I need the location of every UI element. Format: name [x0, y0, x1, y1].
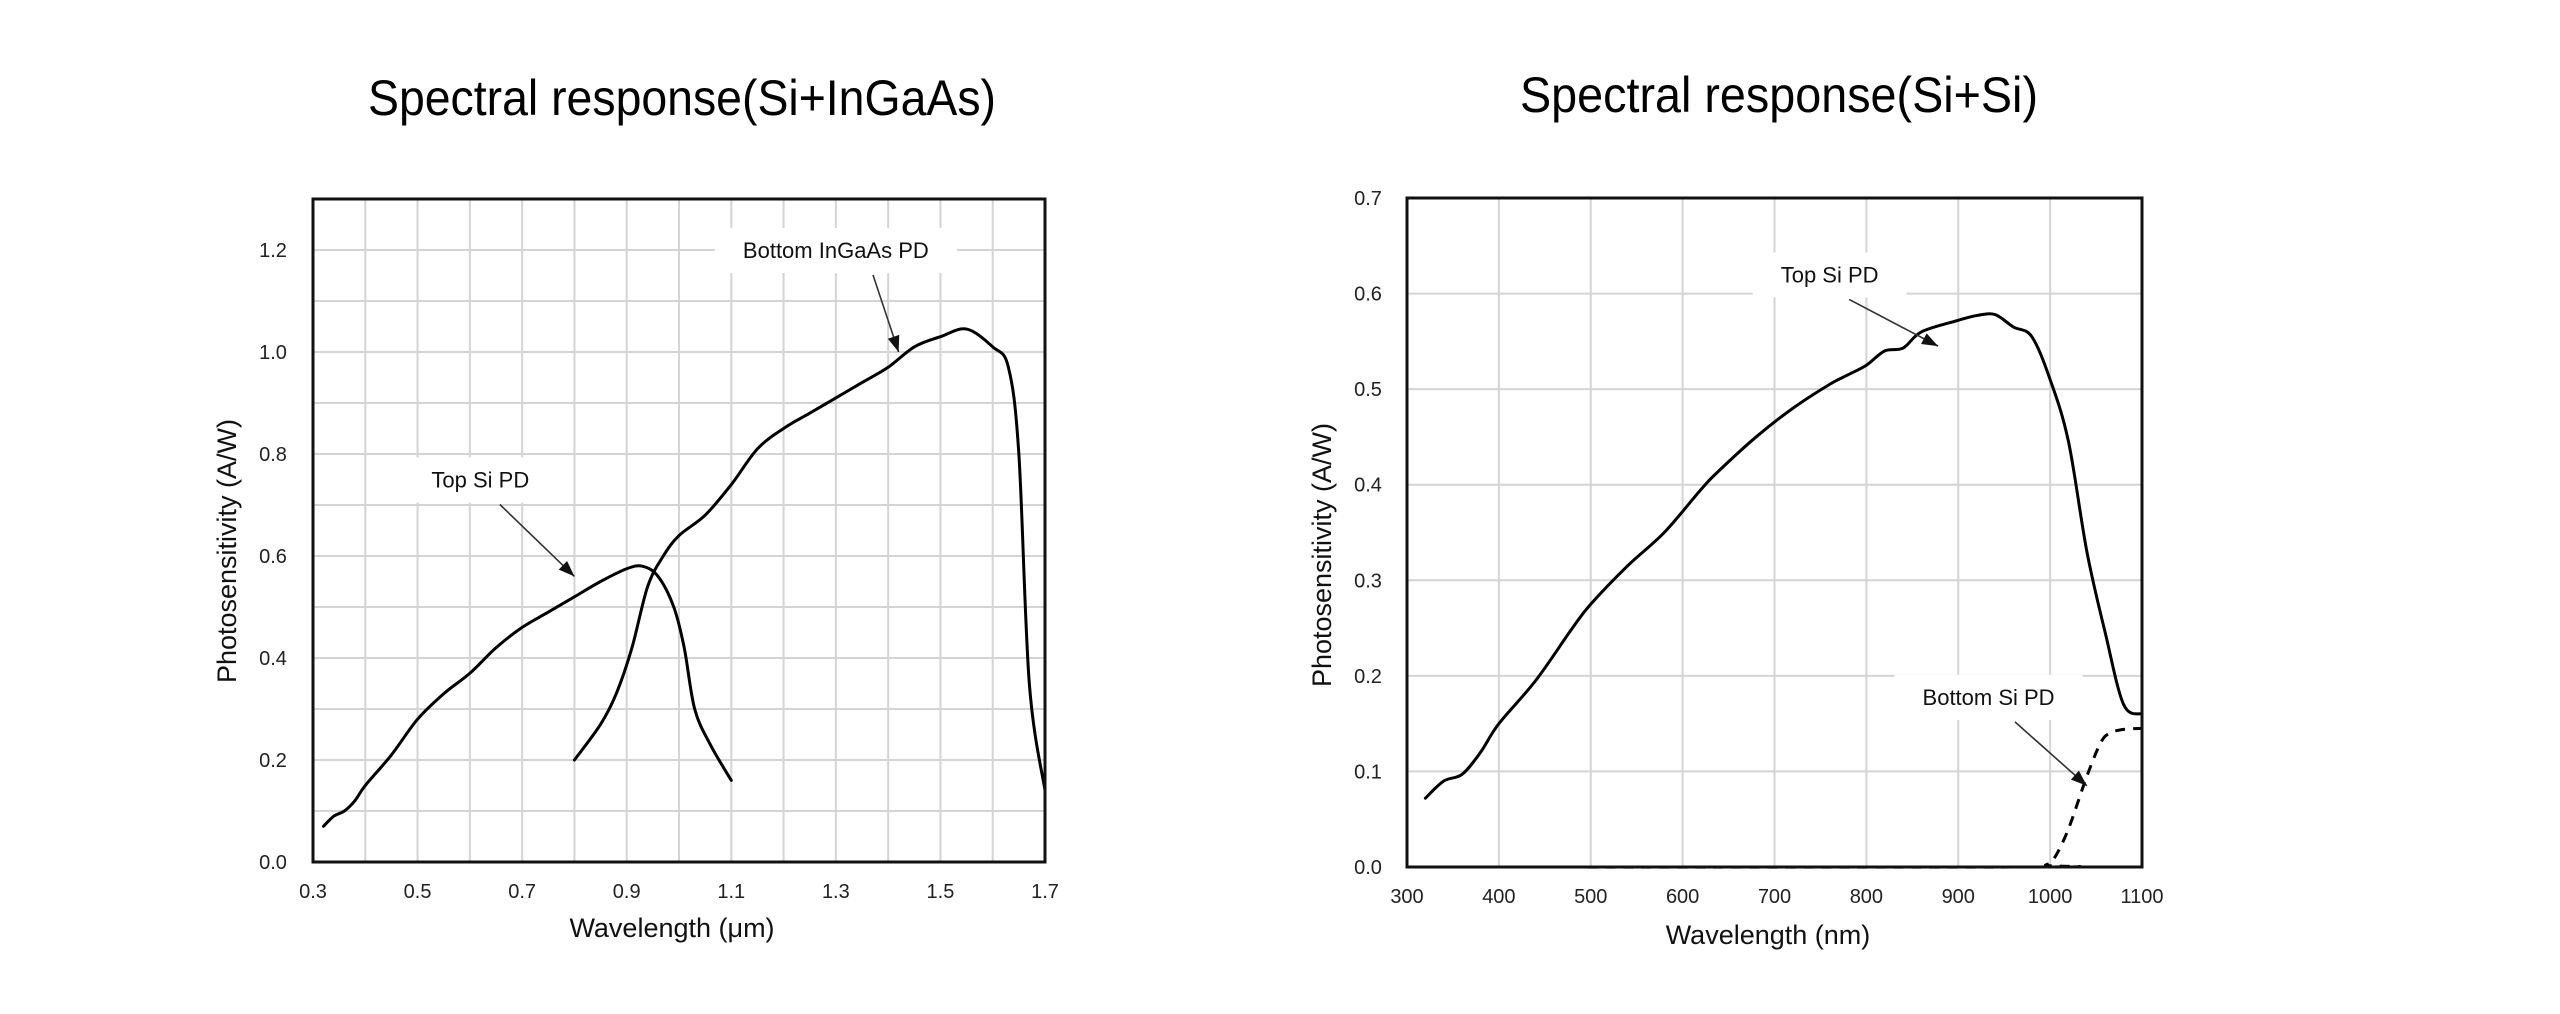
y-tick-label: 0.8	[259, 444, 287, 466]
plot-frame	[311, 197, 1047, 864]
series-line-bottom-ingaas-pd	[572, 327, 1047, 793]
x-tick-label: 0.7	[508, 881, 536, 903]
annotations: Bottom InGaAs PD Top Si PD	[403, 228, 957, 577]
arrowhead-icon	[2070, 770, 2087, 786]
plot-frame	[1405, 196, 2144, 869]
y-tick-label: 0.0	[259, 852, 287, 874]
y-tick-label: 0.6	[1354, 284, 1382, 306]
x-axis-label: Wavelength (μm)	[569, 913, 774, 943]
x-tick-label: 0.9	[613, 881, 641, 903]
x-tick-label: 1.3	[822, 881, 850, 903]
y-axis-label: Photosensitivity (A/W)	[212, 419, 242, 683]
x-tick-label: 600	[1666, 886, 1699, 908]
x-axis-label: Wavelength (nm)	[1666, 920, 1871, 950]
y-tick-label: 1.0	[259, 342, 287, 364]
series-line-bottom-si-pd	[1425, 726, 2143, 869]
annotation-label: Top Si PD	[431, 468, 529, 493]
annotation: Bottom InGaAs PD	[714, 228, 957, 353]
y-tick-label: 1.2	[259, 240, 287, 262]
series-layer	[1423, 312, 2144, 869]
annotation-arrow	[1848, 298, 1939, 347]
y-tick-label: 0.5	[1354, 379, 1382, 401]
x-tick-label: 1000	[2028, 886, 2073, 908]
annotation: Top Si PD	[403, 457, 575, 577]
x-tick-label: 1.5	[927, 881, 955, 903]
y-tick-label: 0.2	[259, 750, 287, 772]
annotation-arrow	[499, 503, 575, 577]
chart-title: Spectral response(Si+InGaAs)	[368, 70, 996, 126]
x-tick-label: 900	[1942, 886, 1975, 908]
annotation-label: Bottom InGaAs PD	[743, 238, 929, 263]
series-line-top-si-pd	[321, 564, 733, 828]
annotation-background	[714, 228, 957, 273]
x-tick-label: 0.5	[404, 881, 432, 903]
annotation-label: Top Si PD	[1781, 262, 1879, 287]
y-axis-label: Photosensitivity (A/W)	[1307, 423, 1337, 687]
y-tick-labels: 0.0 0.2 0.4 0.6 0.8 1.0 1.2	[259, 240, 287, 874]
y-tick-label: 0.6	[259, 546, 287, 568]
x-tick-labels: 300 400 500 600 700 800 900 1000 1100	[1390, 886, 2163, 908]
gridlines	[1407, 198, 2142, 867]
x-tick-label: 300	[1390, 886, 1423, 908]
annotation-background	[1894, 674, 2083, 720]
x-tick-label: 1100	[2120, 886, 2163, 908]
x-tick-label: 1.1	[717, 881, 745, 903]
y-tick-label: 0.0	[1354, 857, 1382, 879]
x-tick-label: 500	[1574, 886, 1607, 908]
x-tick-label: 400	[1482, 886, 1515, 908]
annotation: Top Si PD	[1752, 252, 1939, 347]
x-tick-labels: 0.3 0.5 0.7 0.9 1.1 1.3 1.5 1.7	[299, 881, 1059, 903]
chart-si-si: Spectral response(Si+Si) 300 400 500 600 700…	[1307, 67, 2164, 950]
y-tick-label: 0.1	[1354, 761, 1382, 783]
annotation-background	[403, 457, 558, 503]
series-line-top-si-pd	[1423, 312, 2144, 800]
gridlines	[313, 199, 1045, 862]
annotation-label: Bottom Si PD	[1923, 685, 2055, 710]
y-tick-label: 0.7	[1354, 188, 1382, 210]
y-tick-labels: 0.0 0.1 0.2 0.3 0.4 0.5 0.6 0.7	[1354, 188, 1382, 879]
chart-title: Spectral response(Si+Si)	[1520, 67, 2038, 123]
chart-si-ingaas: Spectral response(Si+InGaAs) 0.3 0.5 0.7 0.…	[212, 70, 1059, 943]
arrowhead-icon	[558, 560, 575, 577]
annotation-arrow	[2014, 721, 2088, 787]
arrowhead-icon	[1921, 333, 1939, 347]
x-tick-label: 0.3	[299, 881, 327, 903]
y-tick-label: 0.3	[1354, 570, 1382, 592]
x-tick-label: 800	[1850, 886, 1883, 908]
x-tick-label: 700	[1758, 886, 1791, 908]
series-layer	[321, 327, 1047, 828]
annotations: Top Si PD Bottom Si PD	[1752, 252, 2088, 787]
annotation-background	[1752, 252, 1907, 298]
y-tick-label: 0.4	[1354, 475, 1382, 497]
arrowhead-icon	[887, 334, 900, 352]
y-tick-label: 0.4	[259, 648, 287, 670]
x-tick-label: 1.7	[1031, 881, 1059, 903]
annotation: Bottom Si PD	[1894, 674, 2088, 787]
y-tick-label: 0.2	[1354, 666, 1382, 688]
